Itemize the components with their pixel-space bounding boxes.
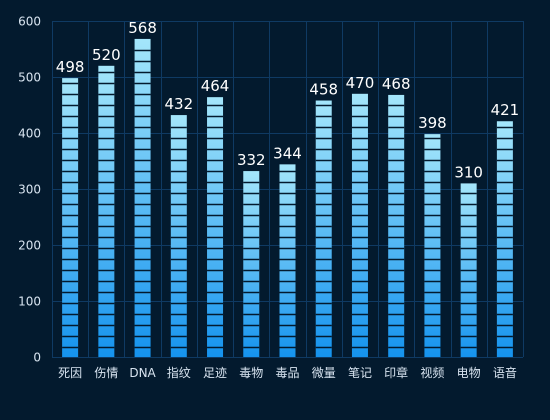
x-tick-label: 死因: [58, 366, 82, 380]
data-label: 432: [164, 95, 193, 113]
y-tick-label: 500: [18, 71, 41, 85]
bar: [170, 115, 187, 357]
x-tick-label: 视频: [420, 365, 444, 380]
bar-group: [351, 93, 368, 358]
bar: [496, 121, 513, 358]
x-tick-label: 指纹: [167, 365, 191, 380]
data-label: 498: [56, 58, 85, 76]
bar-group: [496, 121, 513, 358]
bar-group: [460, 183, 477, 357]
data-label: 468: [382, 75, 411, 93]
data-label: 421: [491, 101, 520, 119]
bar-group: [62, 78, 79, 358]
data-label: 398: [418, 114, 447, 132]
bar: [62, 78, 79, 358]
data-label: 568: [128, 19, 157, 37]
x-tick-label: 微量: [312, 366, 336, 380]
x-tick-label: 语音: [493, 365, 517, 380]
y-tick-label: 400: [18, 127, 41, 141]
y-tick-label: 200: [18, 239, 41, 253]
bar-group: [424, 134, 441, 357]
x-tick-label: 电物: [457, 366, 481, 380]
bar: [424, 134, 441, 357]
y-tick-label: 300: [18, 183, 41, 197]
bar-group: [170, 115, 187, 357]
x-tick-label: DNA: [129, 366, 156, 380]
data-label: 310: [454, 163, 483, 181]
y-tick-label: 100: [18, 295, 41, 309]
bar-group: [388, 94, 405, 358]
x-tick-label: 伤情: [94, 366, 118, 380]
y-axis: 0 100 200 300 400 500 600: [18, 15, 41, 365]
bar-group: [98, 65, 115, 358]
x-axis: 死因 伤情 DNA 指纹 足迹 毒物 毒品 微量 笔记 印章 视频 电物 语音: [58, 365, 517, 380]
bar-group: [279, 164, 296, 357]
y-tick-label: 0: [33, 351, 41, 365]
y-tick-label: 600: [18, 15, 41, 29]
bar-group: [243, 171, 260, 357]
bar: [243, 171, 260, 357]
data-label: 458: [309, 81, 338, 99]
bars: [62, 38, 513, 358]
data-label: 464: [201, 77, 230, 95]
data-label: 344: [273, 144, 302, 162]
data-labels: 498 520 568 432 464 332 344 458 470 468 398 310 421: [56, 19, 519, 181]
grid-lines: [52, 21, 524, 358]
bar: [98, 65, 115, 358]
data-label: 520: [92, 46, 121, 64]
bar: [351, 93, 368, 358]
bar-group: [134, 38, 151, 358]
x-tick-label: 足迹: [203, 366, 227, 380]
bar: [134, 38, 151, 358]
x-tick-label: 毒品: [275, 366, 299, 380]
bar: [279, 164, 296, 357]
bar-group: [207, 97, 224, 357]
bar-group: [315, 100, 332, 358]
x-tick-label: 毒物: [239, 366, 263, 380]
data-label: 332: [237, 151, 266, 169]
data-label: 470: [346, 74, 375, 92]
x-tick-label: 笔记: [348, 365, 372, 380]
x-tick-label: 印章: [384, 365, 408, 380]
